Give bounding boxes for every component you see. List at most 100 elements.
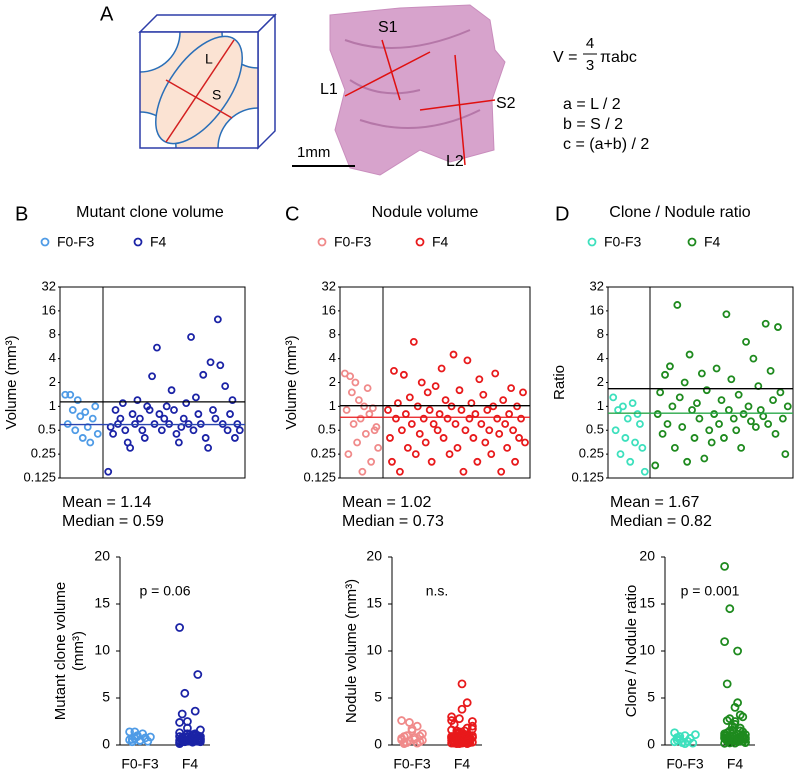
y-tick-label: 0 xyxy=(647,736,655,752)
point xyxy=(633,410,642,418)
y-tick-label: 15 xyxy=(366,595,382,611)
strip-point xyxy=(190,729,200,739)
strip-point xyxy=(741,738,750,748)
point xyxy=(505,410,514,418)
strip-point xyxy=(735,723,745,733)
point xyxy=(756,406,765,414)
point xyxy=(463,356,472,365)
y-tick-label: 1 xyxy=(329,398,336,413)
point xyxy=(695,414,704,423)
point xyxy=(145,406,154,414)
point xyxy=(135,414,144,423)
point xyxy=(443,414,452,423)
point xyxy=(447,402,456,411)
point xyxy=(407,420,416,428)
point xyxy=(344,450,353,459)
median-label: Median = 0.82 xyxy=(610,513,712,530)
strip-point xyxy=(145,732,155,742)
point xyxy=(421,438,430,447)
strip-point xyxy=(175,735,185,745)
legend-label: F4 xyxy=(150,234,167,250)
y-tick-label: 5 xyxy=(102,689,110,705)
point xyxy=(759,412,768,421)
point xyxy=(666,362,674,371)
point xyxy=(405,393,414,402)
point xyxy=(397,426,406,435)
point xyxy=(678,423,687,431)
point xyxy=(162,402,171,411)
y-axis-label: Ratio xyxy=(551,365,568,400)
point xyxy=(360,402,369,411)
x-tick-label: F0-F3 xyxy=(393,756,431,772)
point xyxy=(353,438,362,447)
strip-point xyxy=(399,737,409,747)
point xyxy=(771,429,780,438)
point xyxy=(388,457,396,466)
point xyxy=(673,301,682,309)
definition: b = S / 2 xyxy=(563,116,623,133)
strip-point xyxy=(175,718,185,727)
strip-point xyxy=(735,726,745,736)
point xyxy=(628,399,637,407)
median-label: Median = 0.73 xyxy=(342,513,444,530)
point xyxy=(449,350,458,359)
point xyxy=(710,410,719,418)
y-tick-label: 2 xyxy=(597,374,604,389)
point xyxy=(372,423,381,431)
panel-label: D xyxy=(555,203,569,225)
point xyxy=(68,406,77,414)
point xyxy=(133,396,142,404)
point xyxy=(469,434,478,442)
point xyxy=(619,402,627,411)
y-axis-label: Clone / Nodule ratio xyxy=(623,585,640,718)
point xyxy=(76,412,85,421)
point xyxy=(157,426,166,435)
point xyxy=(226,410,234,418)
point xyxy=(661,370,669,379)
strip-point xyxy=(730,736,740,746)
point xyxy=(742,338,750,346)
point xyxy=(429,420,438,428)
point xyxy=(653,410,662,418)
point xyxy=(411,450,420,459)
point xyxy=(455,386,464,395)
median-label: Median = 0.59 xyxy=(62,513,164,530)
point xyxy=(638,443,647,452)
point xyxy=(409,338,418,346)
point xyxy=(503,443,512,452)
strip-point xyxy=(467,724,477,734)
y-tick-label: 15 xyxy=(639,595,655,611)
y-tick-label: 20 xyxy=(366,548,382,564)
point xyxy=(729,414,738,423)
point xyxy=(221,382,230,391)
image-label: L2 xyxy=(446,153,464,170)
x-tick-label: F4 xyxy=(182,756,199,772)
formula: πabc xyxy=(600,49,637,66)
point xyxy=(81,408,90,416)
plot-frame xyxy=(59,286,246,479)
point xyxy=(138,426,147,435)
strip-point xyxy=(125,727,135,737)
point xyxy=(172,429,181,438)
y-tick-label: 0.5 xyxy=(586,422,604,437)
legend-marker xyxy=(415,237,425,247)
point xyxy=(485,426,494,435)
point xyxy=(437,364,446,373)
strip-point xyxy=(397,716,407,725)
point xyxy=(433,426,442,435)
point xyxy=(479,390,488,399)
point xyxy=(761,319,770,328)
point xyxy=(386,434,394,442)
point xyxy=(497,467,506,476)
point xyxy=(507,384,516,392)
y-tick-label: 32 xyxy=(42,278,56,293)
point xyxy=(744,402,753,411)
y-tick-label: 4 xyxy=(597,350,604,365)
strip-point xyxy=(195,734,205,744)
strip-point xyxy=(730,703,740,712)
y-tick-label: 0.125 xyxy=(23,469,56,484)
mean-label: Mean = 1.02 xyxy=(342,494,432,511)
point xyxy=(417,378,426,387)
cube xyxy=(138,13,277,150)
strip-point xyxy=(722,679,732,689)
